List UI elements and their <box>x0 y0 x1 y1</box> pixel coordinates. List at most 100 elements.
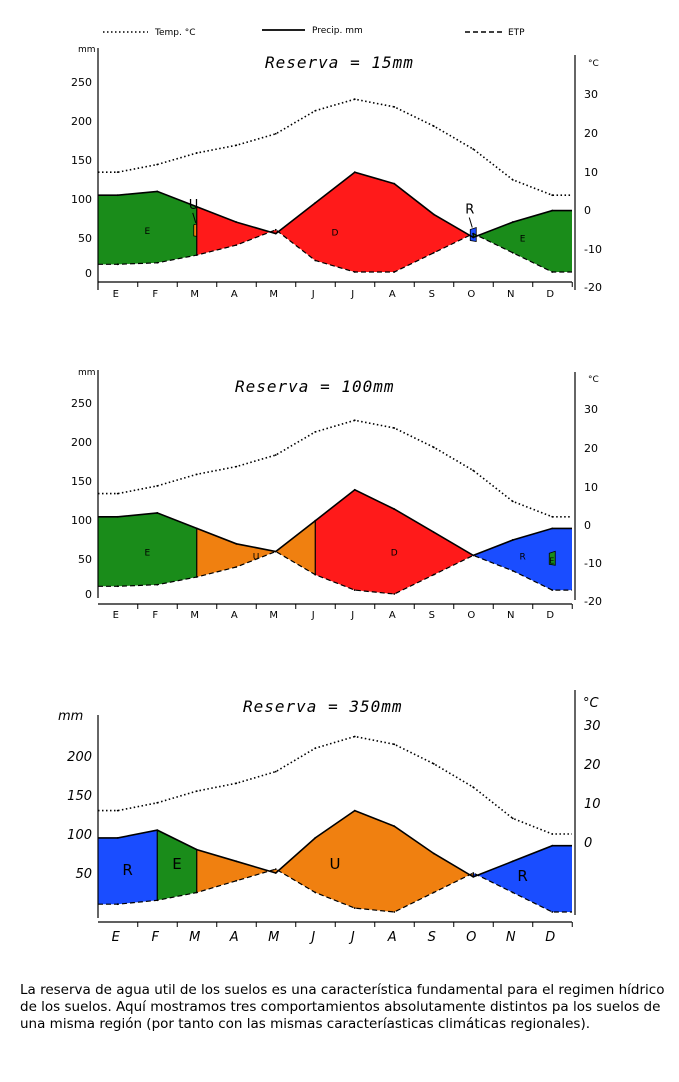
temp-line <box>98 98 572 196</box>
etp-point <box>235 879 238 882</box>
temp-point <box>511 500 514 503</box>
zone-label: R <box>517 867 527 885</box>
temp-point <box>156 163 159 166</box>
chart-title: Reserva = 15mm <box>265 53 414 72</box>
precip-line <box>98 809 572 878</box>
month-label: J <box>311 610 315 621</box>
month-label: E <box>112 930 121 945</box>
legend: Temp. °C Precip. mm ETP <box>103 26 525 38</box>
zone-area <box>196 520 316 578</box>
series-lines <box>98 98 572 273</box>
tick-label: 10 <box>584 481 598 494</box>
precip-point <box>472 876 475 878</box>
temp-point <box>472 148 475 151</box>
zone-label: E <box>549 556 554 565</box>
temp-point <box>156 485 159 487</box>
precip-line <box>98 488 572 557</box>
zone-area <box>196 810 474 912</box>
tick-label: 100 <box>71 193 92 206</box>
tick-label: 30 <box>584 719 601 734</box>
y-ticks-right: 30 20 10 0 <box>584 719 601 851</box>
etp-point <box>472 872 475 874</box>
chart-reserva-100: Reserva = 100mm mm °C 250 200 150 100 50… <box>71 368 602 621</box>
zone-label: R <box>122 861 132 879</box>
y-axis-right-label: °C <box>588 59 599 69</box>
month-label: N <box>507 610 514 621</box>
tick-label: 10 <box>584 797 601 812</box>
zone-label: D <box>391 549 398 559</box>
month-label: D <box>546 289 554 300</box>
zone-labels: R E UR <box>122 855 527 885</box>
temp-point <box>116 809 119 812</box>
tick-label: 250 <box>71 397 92 410</box>
chart-reserva-15: Reserva = 15mm mm °C 250 200 150 100 50 … <box>71 45 602 300</box>
temp-line <box>98 735 572 835</box>
temp-point <box>432 446 435 449</box>
month-label: E <box>113 610 119 621</box>
precip-point <box>116 515 119 518</box>
zone-label: R <box>465 203 474 218</box>
month-label: F <box>152 610 158 621</box>
etp-point <box>274 550 277 553</box>
y-axis-right-label: °C <box>588 375 599 385</box>
precip-point <box>511 539 514 541</box>
temp-point <box>274 454 277 456</box>
month-label: O <box>466 930 476 945</box>
precip-point <box>116 194 119 197</box>
y-axis-right-label: °C <box>583 696 600 711</box>
etp-point <box>472 232 475 235</box>
etp-point <box>472 554 475 557</box>
month-label: J <box>350 289 354 300</box>
temp-point <box>551 833 554 835</box>
etp-point <box>235 566 238 568</box>
zone-area <box>98 191 197 265</box>
tick-label: 0 <box>85 267 92 280</box>
etp-point <box>393 911 396 913</box>
precip-point <box>195 527 198 530</box>
month-label: J <box>308 930 315 945</box>
zone-area <box>473 210 572 272</box>
temp-point <box>195 473 198 476</box>
month-label: E <box>113 289 119 300</box>
precip-point <box>314 201 317 204</box>
precip-point <box>511 221 514 223</box>
temp-point <box>274 770 277 773</box>
temp-point <box>156 801 159 804</box>
tick-label: 50 <box>78 232 92 245</box>
legend-precip-label: Precip. mm <box>312 26 363 36</box>
precip-point <box>551 209 554 212</box>
tick-label: 100 <box>71 514 92 527</box>
tick-label: 50 <box>78 553 92 566</box>
etp-point <box>551 589 554 592</box>
precip-point <box>274 872 277 874</box>
temp-point <box>472 469 475 472</box>
etp-point <box>116 585 119 588</box>
temp-point <box>116 171 119 174</box>
zone-area <box>98 512 197 587</box>
zone-area <box>473 845 572 912</box>
etp-point <box>156 583 159 586</box>
tick-label: 0 <box>584 836 592 851</box>
tick-label: 150 <box>67 789 92 804</box>
month-label: M <box>269 610 278 621</box>
temp-point <box>353 419 356 422</box>
etp-point <box>314 259 317 262</box>
etp-point <box>393 271 396 273</box>
tick-label: -20 <box>584 595 602 608</box>
temp-point <box>393 427 396 429</box>
chart-reserva-350: Reserva = 350mm mm °C 200 150 100 50 30 … <box>58 690 601 945</box>
tick-label: 200 <box>67 750 92 765</box>
y-axis-left-label: mm <box>78 45 96 55</box>
series-lines <box>98 419 572 595</box>
precip-point <box>195 205 198 208</box>
zone-area <box>98 830 158 905</box>
tick-label: 200 <box>71 115 92 128</box>
tick-label: 0 <box>584 519 591 532</box>
precip-point <box>353 809 356 812</box>
etp-point <box>116 263 119 266</box>
chart-title: Reserva = 350mm <box>243 697 403 716</box>
tick-label: 250 <box>71 76 92 89</box>
